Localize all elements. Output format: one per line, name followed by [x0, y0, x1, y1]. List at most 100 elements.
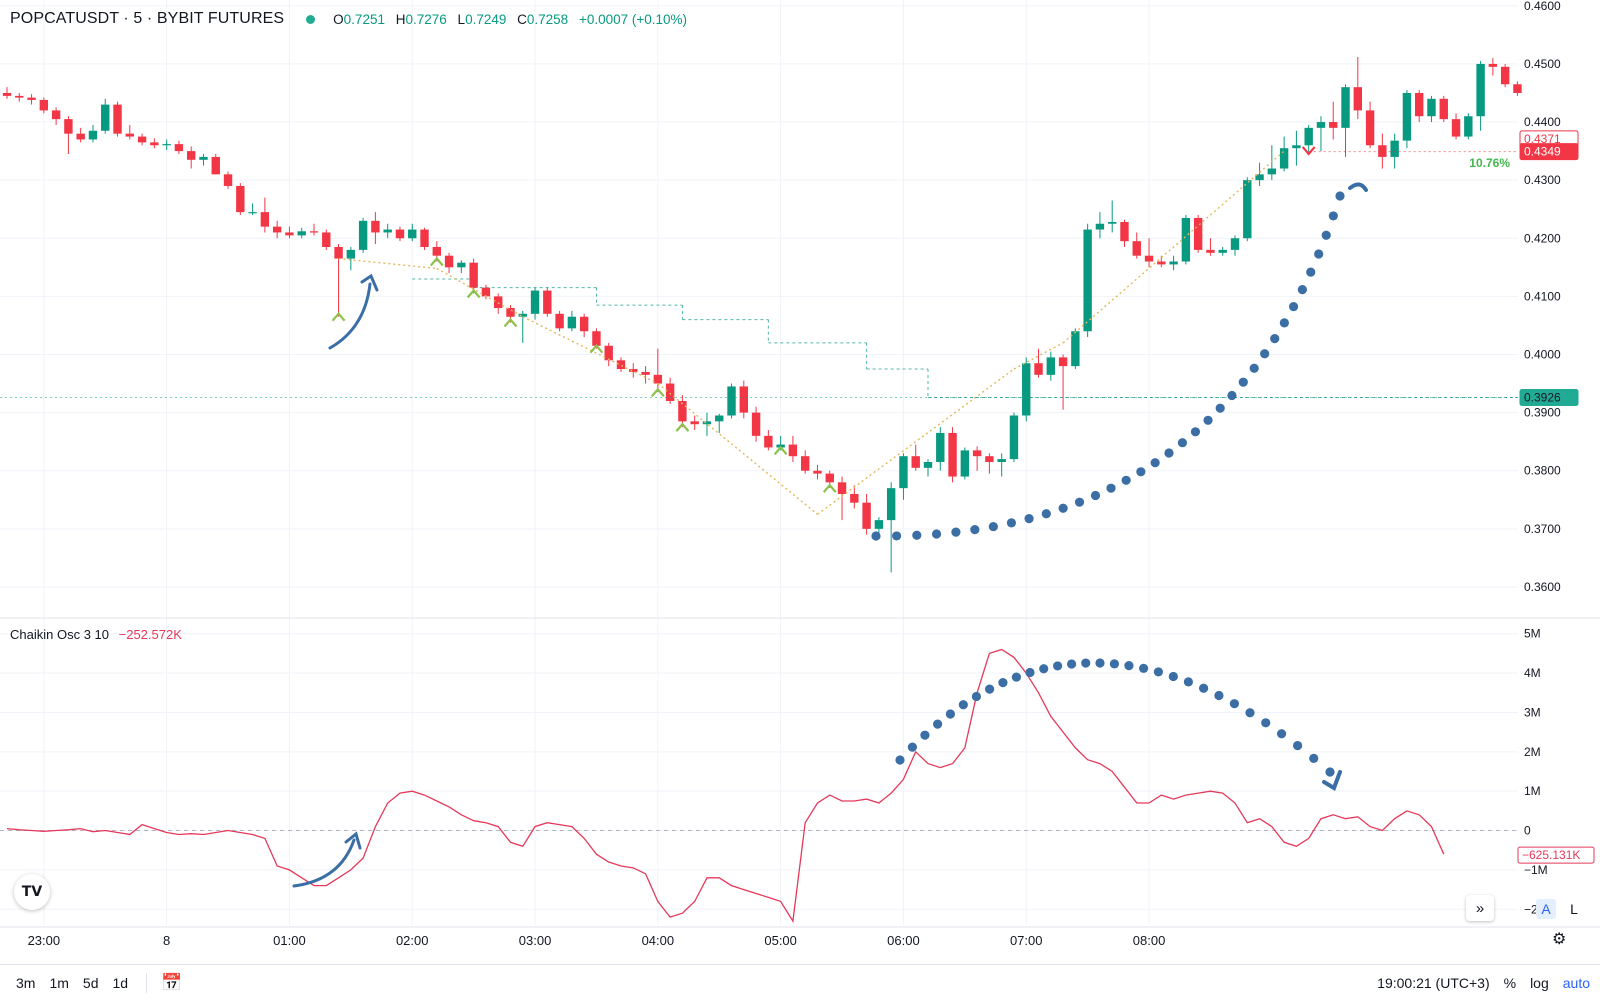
percent-scale-button[interactable]: %	[1503, 975, 1517, 991]
candle-body	[837, 482, 847, 494]
candle	[223, 171, 233, 189]
log-scale-button[interactable]: log	[1530, 975, 1549, 991]
candle-body	[150, 142, 159, 146]
candle	[1009, 412, 1019, 462]
time-tick-label: 01:00	[273, 933, 306, 948]
time-tick-label: 05:00	[764, 933, 797, 948]
buy-signal-icon	[466, 288, 481, 299]
auto-scale-button[interactable]: A	[1536, 899, 1556, 919]
annotation-arrowhead	[360, 273, 379, 292]
candle-body	[408, 229, 417, 239]
candle	[260, 197, 270, 233]
annotation-arrowhead	[1348, 182, 1368, 192]
chaikin-oscillator-line	[6, 648, 1445, 923]
auto-scale-toggle[interactable]: auto	[1562, 975, 1590, 991]
annotation-dot	[907, 742, 918, 752]
candle-body	[948, 432, 957, 477]
annotation-dot	[1136, 467, 1146, 477]
candle	[1144, 238, 1154, 268]
clock-time[interactable]: 19:00:21 (UTC+3)	[1377, 975, 1490, 991]
candle	[1218, 246, 1227, 256]
lock-scale-button[interactable]: L	[1570, 901, 1578, 917]
annotation-dot	[1039, 664, 1049, 674]
candle	[1120, 219, 1129, 247]
annotation-dot	[1041, 509, 1051, 519]
candle	[1439, 95, 1448, 123]
candle	[1476, 61, 1485, 131]
candle-body	[616, 360, 626, 370]
annotation-dot	[1121, 475, 1131, 485]
candle-body	[1292, 145, 1301, 149]
candle-body	[530, 290, 540, 314]
annotations	[292, 182, 1368, 888]
annotation-dot	[1006, 518, 1017, 528]
candle	[886, 482, 896, 573]
candle-body	[1304, 127, 1313, 146]
annotation-dot	[1297, 285, 1307, 295]
candle-body	[727, 386, 736, 416]
annotation-dot	[1190, 427, 1201, 437]
candle	[334, 244, 343, 317]
range-1d-button[interactable]: 1d	[112, 975, 129, 991]
candle	[862, 493, 871, 535]
range-5d-button[interactable]: 5d	[82, 975, 99, 991]
candle	[1267, 145, 1277, 181]
candle	[715, 413, 724, 433]
price-tick-label: 0.4000	[1524, 347, 1561, 361]
candle-body	[1365, 110, 1375, 146]
candle	[579, 313, 589, 338]
candle-body	[555, 313, 564, 329]
open-value: 0.7251	[343, 11, 385, 27]
candle-body	[911, 456, 920, 468]
candle	[64, 116, 73, 154]
candle-body	[1071, 331, 1080, 367]
annotation-dot	[1109, 659, 1119, 669]
candle	[272, 220, 282, 239]
candle-body	[187, 151, 196, 160]
candle-body	[444, 255, 454, 268]
candle	[788, 435, 798, 462]
candle-body	[1095, 223, 1105, 230]
candle-body	[518, 313, 527, 317]
annotation-dot	[1074, 497, 1085, 507]
symbol-title[interactable]: POPCATUSDT · 5 · BYBIT FUTURES	[10, 10, 285, 27]
gear-icon[interactable]: ⚙	[1552, 931, 1567, 948]
annotation-dot	[1270, 334, 1280, 344]
candle	[1255, 162, 1264, 186]
oscillator-legend[interactable]: Chaikin Osc 3 10 −252.572K	[10, 627, 182, 642]
candle-body	[543, 290, 552, 314]
candle	[850, 485, 859, 509]
annotation-dot	[971, 691, 982, 702]
candle-body	[886, 488, 896, 521]
tradingview-logo[interactable]: TV	[14, 874, 50, 910]
candle-body	[358, 220, 368, 250]
scroll-to-realtime-button[interactable]: »	[1466, 895, 1494, 921]
grid-lines	[0, 0, 1518, 925]
annotation-arrow	[292, 838, 356, 888]
candle	[1279, 136, 1289, 172]
annotation-dot	[1227, 390, 1237, 401]
annotation-dot	[1328, 211, 1338, 221]
calendar-icon[interactable]: 📅	[161, 973, 183, 992]
annotation-dot	[970, 525, 980, 535]
candle-body	[1120, 221, 1129, 242]
candle	[690, 415, 699, 431]
annotation-dot	[1139, 663, 1149, 673]
price-tick-label: 0.3900	[1524, 406, 1561, 420]
range-1m-button[interactable]: 1m	[49, 975, 69, 991]
candle	[899, 453, 908, 500]
annotation-dot	[1153, 667, 1163, 677]
range-3m-button[interactable]: 3m	[16, 975, 36, 991]
buy-signal-icon	[651, 387, 665, 397]
candle-body	[702, 421, 712, 425]
annotation-dot	[1168, 671, 1178, 682]
candle	[1316, 116, 1326, 152]
candle	[960, 447, 970, 480]
sell-signal-icon	[1301, 146, 1316, 156]
candle	[88, 124, 98, 143]
chart-header: POPCATUSDT · 5 · BYBIT FUTURES O0.7251 H…	[10, 8, 694, 30]
annotation-dot	[871, 531, 881, 541]
candle	[1500, 63, 1510, 88]
annotation-dot	[1215, 403, 1225, 413]
